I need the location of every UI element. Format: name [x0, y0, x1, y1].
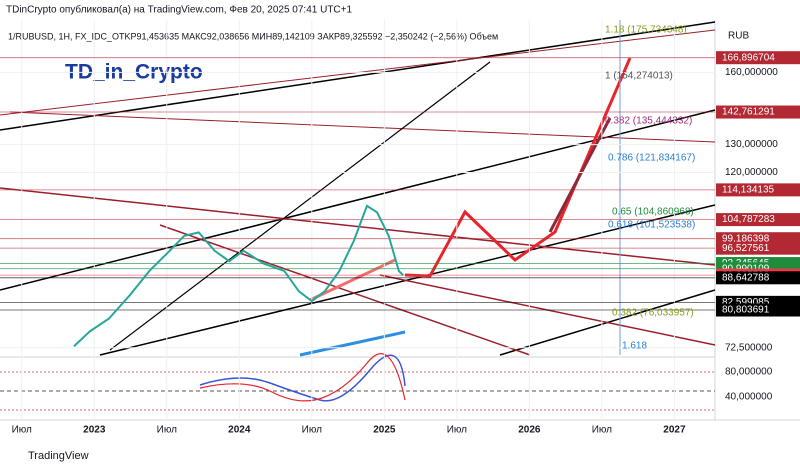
x-tick-label: Июл: [12, 425, 32, 436]
y-tick-label: 120,000000: [725, 167, 778, 178]
level-label: 99,186398: [722, 233, 770, 244]
level-label: 142,761291: [722, 107, 775, 118]
symbol-line: 1/RUBUSD, 1H, FX_IDC_OTKP91,453635 МАКС9…: [8, 31, 498, 41]
x-tick-label: 2026: [518, 425, 541, 436]
x-tick-label: 2024: [228, 425, 251, 436]
level-box: [716, 51, 800, 65]
x-tick-label: 2025: [373, 425, 396, 436]
publisher: TDinCrypto опубликовал(а) на TradingView…: [6, 4, 352, 16]
level-box: [716, 303, 800, 317]
oscillator-tick-label: 40,000000: [725, 392, 773, 403]
level-label: 114,134135: [722, 185, 775, 196]
level-box: [716, 271, 800, 285]
level-label: 166,896704: [722, 52, 775, 63]
level-box: [716, 183, 800, 197]
price-line: [73, 204, 404, 348]
footer-logo: TradingView: [28, 450, 89, 462]
level-label: 104,787283: [722, 214, 775, 225]
fib-label: 0.618 (101,523538): [608, 220, 695, 231]
currency: RUB: [728, 31, 749, 42]
x-tick-label: Июл: [447, 425, 467, 436]
x-tick-label: 2027: [663, 425, 686, 436]
level-box: [716, 241, 800, 255]
oscillator-tick-label: 80,000000: [725, 367, 773, 378]
fib-label: 0.786 (121,834167): [608, 153, 695, 164]
level-label: 88,642788: [722, 272, 770, 283]
x-tick-label: Июл: [157, 425, 177, 436]
fib-label: 0.382 (135,444332): [605, 116, 692, 127]
fib-label: 1.18 (175,734348): [605, 25, 687, 36]
level-label: 96,527561: [722, 243, 770, 254]
fib-label: 1 (154,274013): [605, 71, 673, 82]
y-tick-label: 72,500000: [725, 342, 773, 353]
channels: [0, 20, 716, 357]
fib-label: 0.382 (76,033957): [612, 308, 694, 319]
level-label: 82,599085: [722, 297, 770, 308]
x-tick-label: Июл: [302, 425, 322, 436]
x-tick-label: 2023: [83, 425, 106, 436]
level-label: 80,803691: [722, 305, 770, 316]
y-tick-label: 160,000000: [725, 67, 778, 78]
fib-label: 1.618: [622, 341, 647, 352]
fib-label: 0.65 (104,860968): [612, 207, 694, 218]
y-tick-label: 130,000000: [725, 139, 778, 150]
level-box: [716, 105, 800, 119]
x-tick-label: Июл: [592, 425, 612, 436]
level-box: [716, 213, 800, 227]
